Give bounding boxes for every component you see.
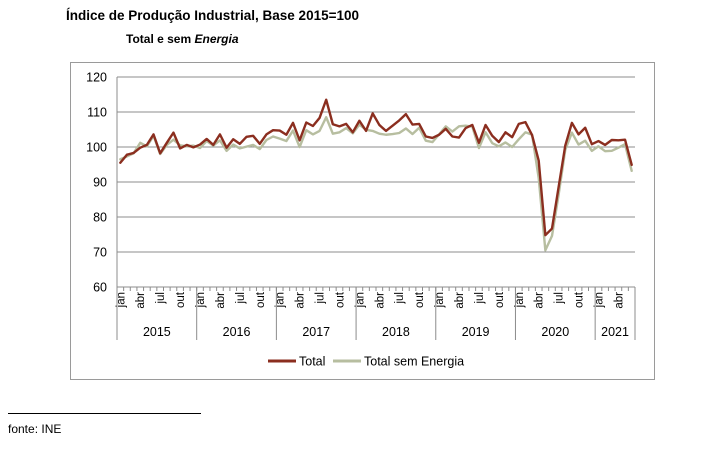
x-tick-label: out (414, 291, 426, 308)
year-label: 2020 (541, 325, 569, 339)
x-tick-label: jul (394, 292, 406, 305)
axes (116, 77, 636, 340)
year-label: 2021 (601, 325, 629, 339)
footnote-rule (8, 413, 201, 414)
year-label: 2019 (462, 325, 490, 339)
legend-label: Total sem Energia (364, 355, 464, 369)
year-label: 2018 (382, 325, 410, 339)
x-tick-label: jan (514, 292, 526, 308)
source-note: fonte: INE (8, 422, 62, 436)
x-tick-labels: jan abr jul out jan abr jul out jan abr jul out jan a… (115, 291, 629, 339)
x-tick-label: jul (315, 292, 327, 305)
series-lines (119, 98, 633, 252)
x-tick-label: out (334, 291, 346, 308)
x-tick-label: abr (374, 292, 386, 309)
x-tick-label: jan (195, 292, 207, 308)
subtitle-italic: Energia (194, 32, 239, 46)
x-tick-label: abr (613, 292, 625, 309)
legend-label: Total (299, 355, 325, 369)
y-tick-label: 60 (93, 281, 107, 295)
x-tick-label: jan (593, 292, 605, 308)
chart-subtitle: Total e sem Energia (126, 32, 239, 46)
year-label: 2015 (143, 325, 171, 339)
y-tick-labels: 60 70 80 90 100 110 120 (86, 71, 107, 295)
x-tick-label: abr (534, 292, 546, 309)
x-tick-label: out (574, 291, 586, 308)
page-title: Índice de Produção Industrial, Base 2015… (66, 8, 359, 23)
x-tick-label: jan (275, 292, 287, 308)
x-tick-label: out (255, 291, 267, 308)
x-tick-label: abr (454, 292, 466, 309)
gridlines (117, 76, 635, 288)
x-tick-label: jan (434, 292, 446, 308)
y-tick-label: 90 (93, 176, 107, 190)
series-line-total-sem-energia (119, 116, 633, 252)
x-tick-label: jan (115, 292, 127, 308)
legend: Total Total sem Energia (268, 355, 464, 369)
x-tick-label: out (494, 291, 506, 308)
x-tick-label: jan (354, 292, 366, 308)
y-tick-label: 110 (87, 106, 107, 120)
year-label: 2017 (302, 325, 330, 339)
y-tick-label: 100 (86, 141, 107, 155)
x-tick-label: abr (295, 292, 307, 309)
x-tick-label: jul (155, 292, 167, 305)
x-tick-label: out (175, 291, 187, 308)
y-tick-label: 80 (93, 211, 107, 225)
x-tick-label: jul (554, 292, 566, 305)
y-tick-label: 70 (93, 246, 107, 260)
subtitle-text: Total e sem (126, 32, 192, 46)
series-line-total (119, 98, 633, 237)
x-tick-label: jul (474, 292, 486, 305)
x-tick-label: abr (215, 292, 227, 309)
chart-frame (70, 62, 655, 380)
x-tick-label: jul (235, 292, 247, 305)
year-label: 2016 (223, 325, 251, 339)
y-tick-label: 120 (86, 71, 107, 85)
x-tick-label: abr (135, 292, 147, 309)
